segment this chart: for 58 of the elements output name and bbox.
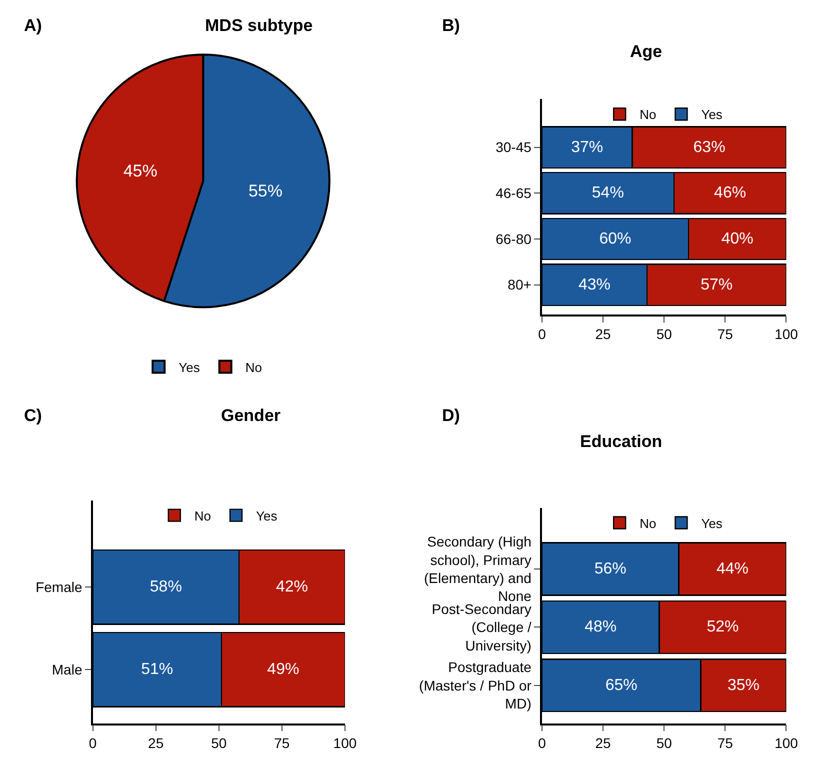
chart-title: Age xyxy=(630,42,662,61)
y-tick-label: Postgraduate (Master's / PhD or MD) xyxy=(419,659,532,712)
x-tick-label: 50 xyxy=(211,734,227,751)
data-label: 49% xyxy=(267,661,300,678)
text: D) xyxy=(442,406,460,425)
data-label: 58% xyxy=(150,578,182,596)
data-label: 63% xyxy=(693,138,726,156)
data-label: 57% xyxy=(700,276,733,294)
x-tick-label: 50 xyxy=(656,734,672,751)
y-tick-label: 46-65 xyxy=(496,185,532,202)
data-label: 60% xyxy=(599,230,632,248)
data-label: 35% xyxy=(727,676,760,694)
x-tick-label: 75 xyxy=(274,734,290,751)
legend-label: No xyxy=(245,360,262,375)
data-label: 37% xyxy=(571,138,604,156)
legend-label: No xyxy=(194,508,212,524)
x-tick-label: 75 xyxy=(717,734,734,751)
chart-title: MDS subtype xyxy=(205,16,313,35)
y-tick-label: Male xyxy=(52,662,82,678)
y-tick-label: Female xyxy=(36,578,82,595)
data-label: 43% xyxy=(578,276,610,294)
data-label: 56% xyxy=(594,560,626,578)
x-tick-label: 50 xyxy=(656,326,672,342)
data-label: 55% xyxy=(248,181,283,200)
data-label: 52% xyxy=(706,618,739,636)
x-tick-label: 100 xyxy=(774,326,798,342)
x-tick-label: 25 xyxy=(595,734,612,751)
text: B) xyxy=(442,16,460,35)
legend-label: Yes xyxy=(178,360,200,375)
x-tick-label: 100 xyxy=(774,734,798,751)
x-tick-label: 0 xyxy=(538,734,546,751)
data-label: 51% xyxy=(141,661,174,678)
chart-title: Gender xyxy=(221,406,281,425)
data-label: 48% xyxy=(584,618,617,636)
text: C) xyxy=(24,406,42,425)
x-tick-label: 25 xyxy=(595,326,612,342)
y-tick-label: 66-80 xyxy=(496,230,532,247)
legend-label: No xyxy=(640,107,656,122)
y-tick-label: 80+ xyxy=(508,276,532,293)
data-label: 42% xyxy=(276,578,308,596)
x-tick-label: 25 xyxy=(148,734,164,751)
chart-title: Education xyxy=(580,432,662,451)
legend-label: Yes xyxy=(701,107,723,122)
data-label: 45% xyxy=(123,161,158,180)
legend-label: Yes xyxy=(256,508,278,524)
legend-label: Yes xyxy=(701,516,723,531)
text: A) xyxy=(24,16,42,35)
data-label: 40% xyxy=(721,230,754,248)
legend-label: No xyxy=(640,516,656,531)
data-label: 54% xyxy=(592,184,624,202)
data-label: 65% xyxy=(605,676,638,694)
x-tick-label: 0 xyxy=(538,326,546,342)
x-tick-label: 100 xyxy=(333,734,357,751)
y-tick-label: 30-45 xyxy=(496,139,532,156)
data-label: 46% xyxy=(714,184,746,202)
x-tick-label: 0 xyxy=(88,734,97,751)
x-tick-label: 75 xyxy=(717,326,734,342)
data-label: 44% xyxy=(716,560,749,578)
